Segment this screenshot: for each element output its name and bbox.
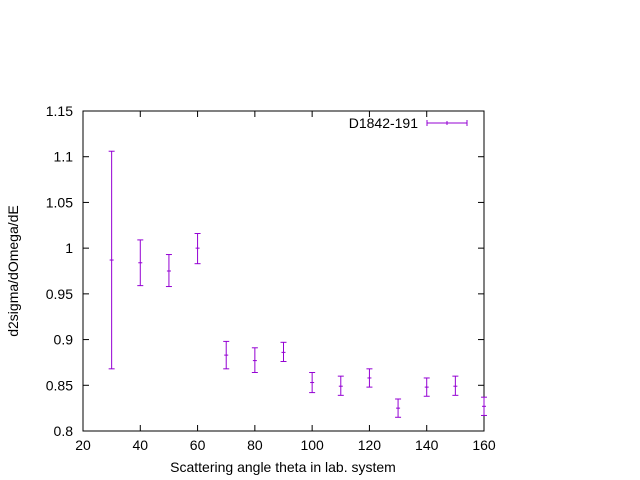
legend-sample — [426, 120, 468, 126]
y-tick-label: 1.1 — [54, 149, 74, 165]
data-point — [337, 375, 344, 396]
y-tick-label: 0.85 — [46, 377, 73, 393]
x-tick-label: 140 — [415, 437, 439, 453]
x-tick-label: 120 — [358, 437, 382, 453]
data-point — [366, 368, 373, 388]
x-tick-label: 80 — [247, 437, 263, 453]
x-tick-label: 100 — [300, 437, 324, 453]
data-point — [165, 254, 172, 288]
x-tick-label: 40 — [132, 437, 148, 453]
data-point — [137, 239, 144, 287]
x-tick-label: 60 — [190, 437, 206, 453]
data-point — [108, 150, 115, 370]
data-point — [423, 377, 430, 397]
data-layer — [108, 150, 487, 418]
data-point — [223, 340, 230, 370]
legend: D1842-191 — [349, 115, 468, 131]
x-tick-label: 160 — [472, 437, 496, 453]
x-axis-label: Scattering angle theta in lab. system — [170, 459, 396, 475]
data-point — [251, 347, 258, 373]
y-tick-label: 0.8 — [54, 423, 74, 439]
plot-frame — [82, 110, 485, 432]
y-tick-label: 1.15 — [46, 103, 73, 119]
data-point — [481, 396, 487, 416]
data-point — [280, 341, 287, 363]
ticks-layer: 20 40 60 80 100 120 140 160 0.8 0.85 0.9 0.95 1 1.05 1… — [46, 103, 496, 453]
data-point — [309, 371, 316, 394]
y-axis-label: d2sigma/dOmega/dE — [5, 205, 21, 337]
data-point — [395, 398, 402, 418]
y-tick-label: 0.9 — [54, 332, 74, 348]
x-tick-label: 20 — [75, 437, 91, 453]
legend-label: D1842-191 — [349, 115, 418, 131]
data-point — [194, 233, 201, 265]
y-tick-label: 1 — [65, 240, 73, 256]
y-tick-label: 1.05 — [46, 194, 73, 210]
data-point — [452, 375, 459, 396]
y-tick-label: 0.95 — [46, 286, 73, 302]
